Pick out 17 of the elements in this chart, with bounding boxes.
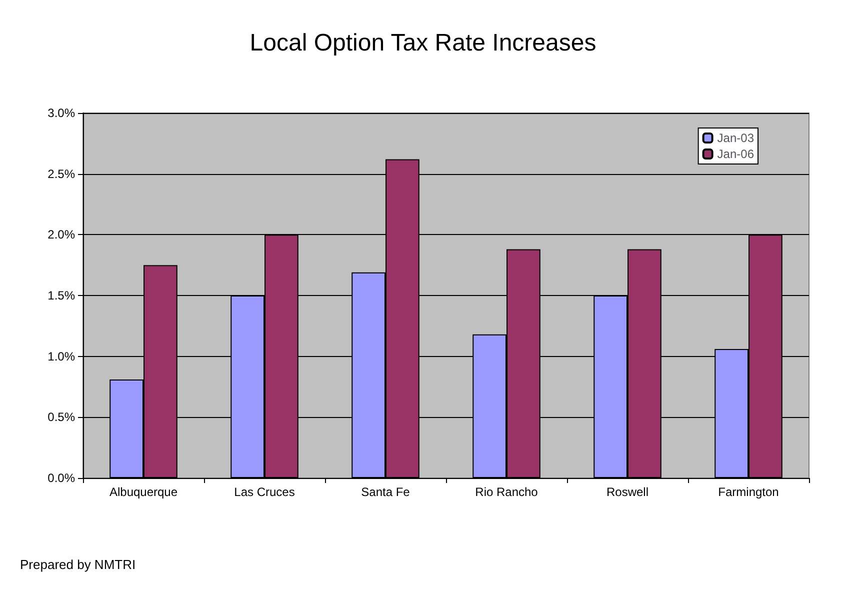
x-tick-label: Farmington [718,485,779,499]
chart-title: Local Option Tax Rate Increases [250,30,596,56]
y-tick-label: 2.5% [48,166,76,181]
y-tick-label: 0.0% [48,471,76,485]
legend-label: Jan-06 [717,147,754,161]
y-tick-label: 3.0% [48,106,76,120]
legend-label: Jan-03 [717,131,754,145]
x-tick-label: Rio Rancho [475,485,538,499]
x-tick-label: Las Cruces [234,485,295,499]
x-tick-label: Santa Fe [361,485,410,499]
y-tick-label: 0.5% [48,410,76,424]
y-tick-label: 1.0% [48,349,76,364]
text: Prepared by NMTRI [20,557,136,572]
y-tick-label: 1.5% [48,288,76,302]
x-tick-label: Roswell [606,485,649,499]
x-tick-label: Albuquerque [109,485,178,499]
y-tick-label: 2.0% [48,228,76,242]
